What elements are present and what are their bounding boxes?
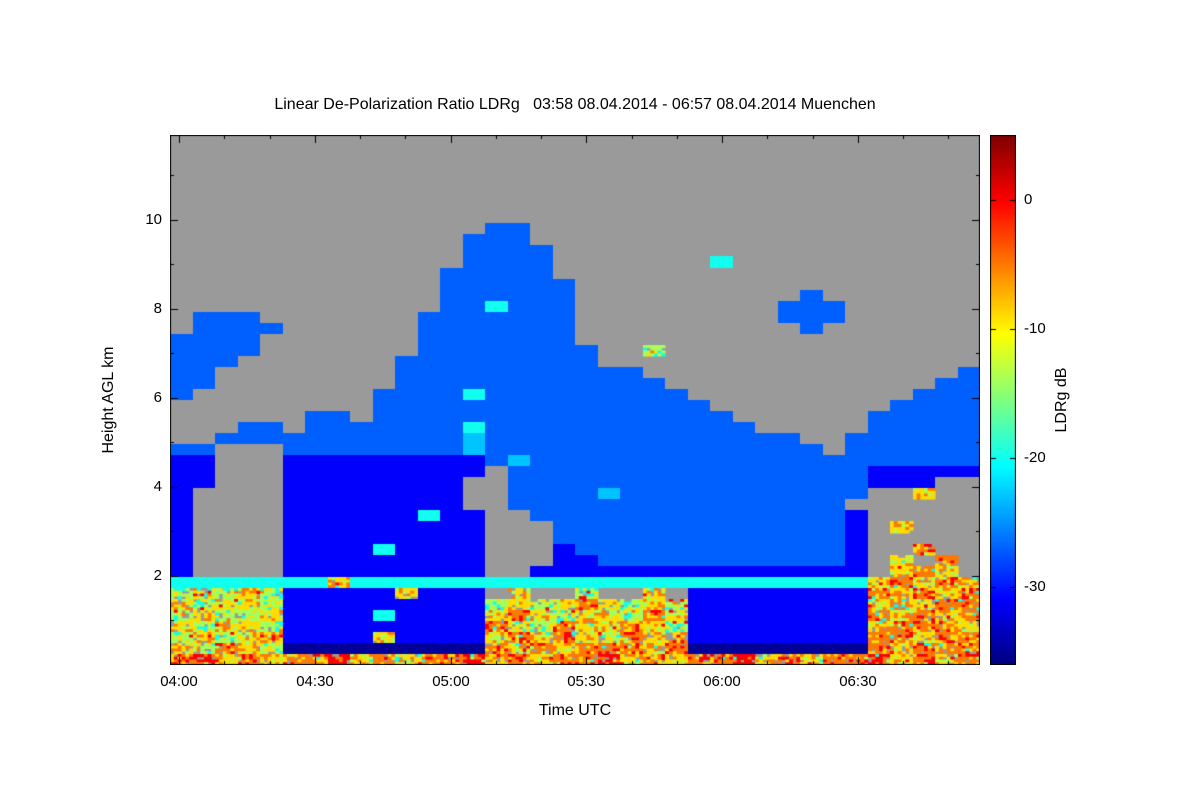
y-tick-label: 6 bbox=[153, 389, 162, 406]
colorbar-canvas bbox=[990, 135, 1016, 665]
colorbar-tick-label: 0 bbox=[1024, 191, 1033, 208]
heatmap-canvas bbox=[170, 135, 980, 665]
colorbar-tick-label: -20 bbox=[1024, 449, 1046, 466]
x-axis-label: Time UTC bbox=[538, 702, 612, 719]
x-tick-label: 04:30 bbox=[296, 673, 334, 690]
colorbar-tick-label: -10 bbox=[1024, 320, 1046, 337]
y-axis-label: Height AGL km bbox=[100, 346, 117, 454]
chart-title: Linear De-Polarization Ratio LDRg 03:58 … bbox=[274, 96, 876, 113]
x-tick-label: 06:00 bbox=[703, 673, 741, 690]
y-tick-label: 2 bbox=[153, 567, 162, 584]
y-tick-label: 4 bbox=[153, 478, 162, 495]
x-tick-label: 05:00 bbox=[432, 673, 470, 690]
x-tick-label: 05:30 bbox=[567, 673, 605, 690]
y-tick-label: 10 bbox=[145, 211, 162, 228]
y-tick-label: 8 bbox=[153, 300, 162, 317]
colorbar-tick-label: -30 bbox=[1024, 578, 1046, 595]
x-tick-label: 04:00 bbox=[160, 673, 198, 690]
x-tick-label: 06:30 bbox=[839, 673, 877, 690]
